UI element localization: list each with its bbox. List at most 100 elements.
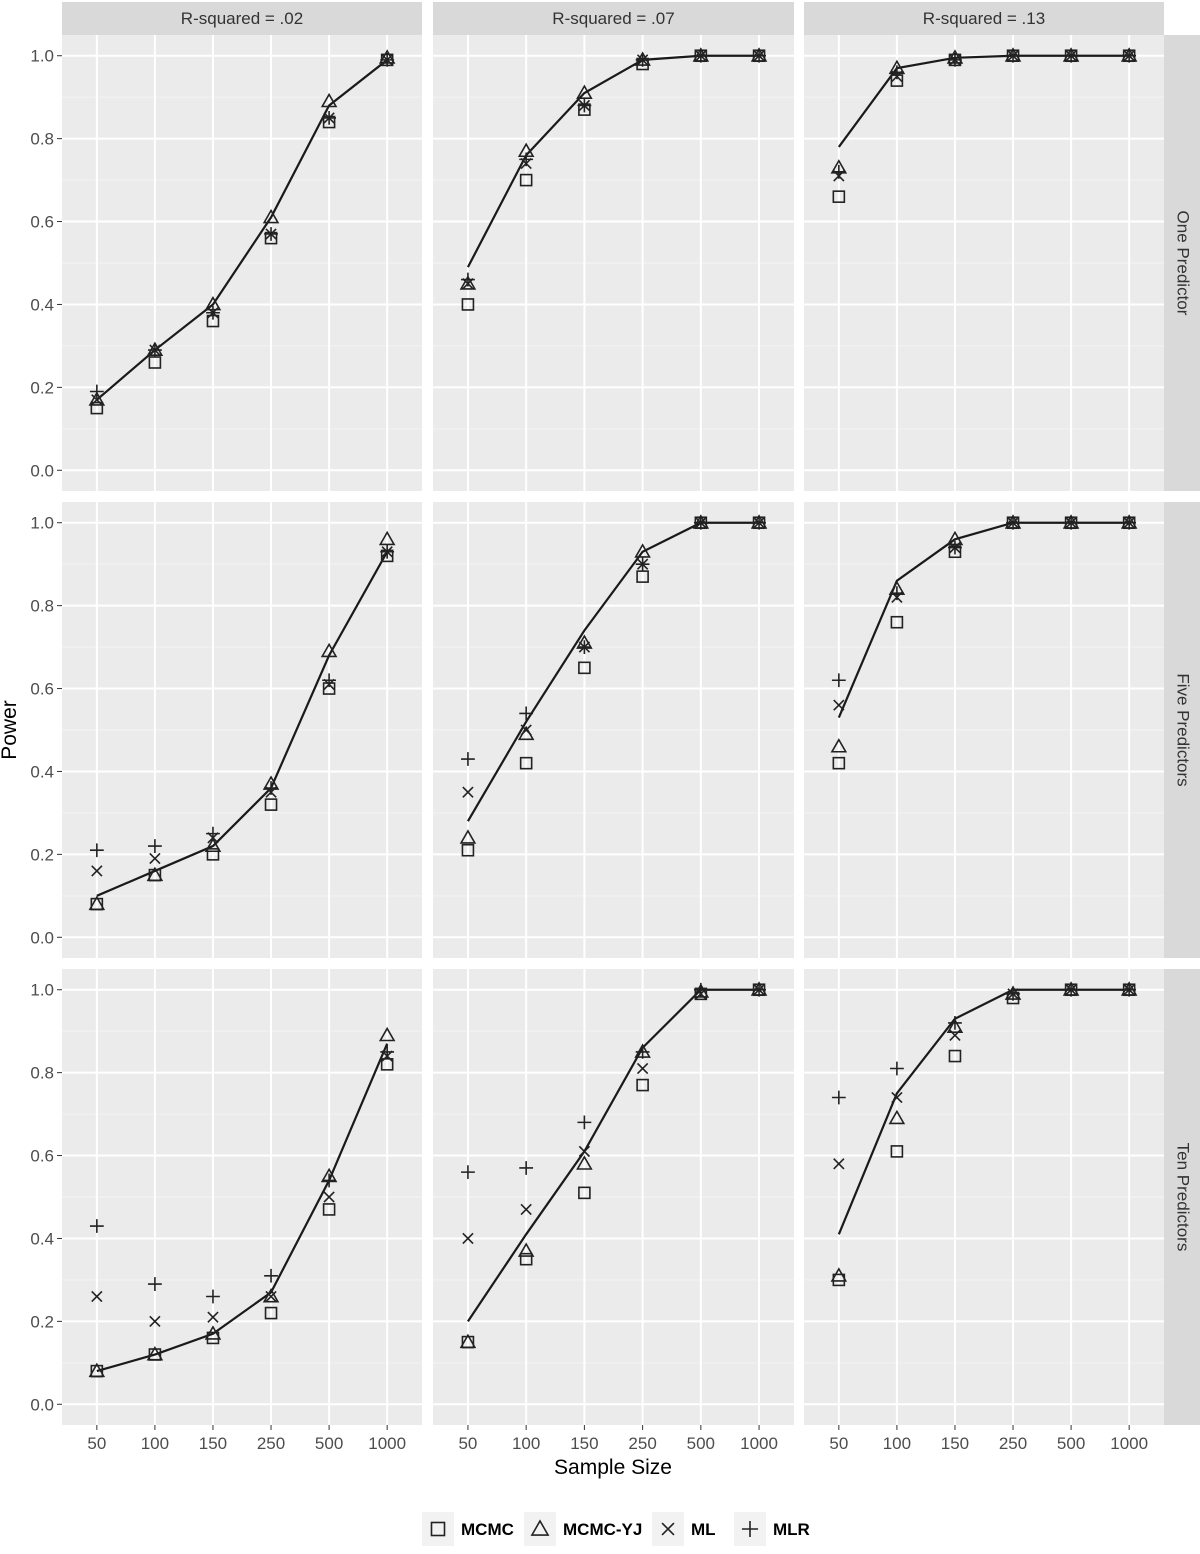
point-mlr <box>635 557 650 572</box>
point-ml <box>833 1158 845 1170</box>
point-ml <box>949 1029 961 1041</box>
point-mcmc <box>90 401 104 415</box>
point-mcmc <box>578 661 591 675</box>
point-mlr <box>461 752 475 766</box>
power-line-ten-predictors-r-squared-07 <box>467 988 760 1322</box>
legend-key-mcmc-yj <box>530 1519 550 1536</box>
power-line-ten-predictors-r-squared-02 <box>96 1043 389 1373</box>
x-tick-label: 150 <box>199 1434 227 1453</box>
y-tick-label: 0.0 <box>30 461 54 480</box>
point-ml <box>91 865 103 877</box>
point-mlr <box>577 1115 592 1130</box>
y-tick-label: 0.2 <box>30 378 54 397</box>
x-tick-label: 1000 <box>1110 1434 1148 1453</box>
point-mcmc-yj <box>830 1267 848 1282</box>
power-line-five-predictors-r-squared-07 <box>466 521 760 822</box>
row-strip-label: Ten Predictors <box>1174 1143 1193 1252</box>
point-mcmc-yj <box>146 866 164 882</box>
power-line-ten-predictors-r-squared-13 <box>837 988 1130 1235</box>
point-mlr <box>693 515 708 530</box>
point-mcmc <box>380 1058 394 1071</box>
point-mlr <box>1064 515 1078 530</box>
x-tick-label: 50 <box>87 1434 106 1453</box>
point-mcmc <box>890 1145 904 1158</box>
point-mlr <box>519 1161 534 1175</box>
point-mcmc-yj <box>262 208 280 224</box>
y-tick-label: 0.0 <box>30 928 54 947</box>
point-ml <box>520 1203 532 1216</box>
row-strip-five-predictors <box>1164 502 1200 958</box>
column-strip-label: R-squared = .13 <box>923 9 1045 28</box>
point-mlr <box>322 673 336 688</box>
point-mlr <box>1122 982 1137 997</box>
point-ml <box>149 1315 161 1328</box>
x-axis-title: Sample Size <box>554 1456 672 1479</box>
x-tick-label: 500 <box>315 1434 343 1453</box>
point-mlr <box>89 843 104 858</box>
point-mlr <box>1006 515 1020 530</box>
y-tick-label: 1.0 <box>30 514 54 533</box>
point-mlr <box>831 164 846 179</box>
point-mlr <box>519 706 534 721</box>
point-mlr <box>89 1219 104 1233</box>
point-ml <box>578 1145 591 1158</box>
point-mlr <box>577 98 592 113</box>
point-mcmc <box>519 173 533 187</box>
point-mlr <box>264 1268 278 1283</box>
point-mlr <box>752 48 766 63</box>
x-tick-label: 100 <box>883 1434 911 1453</box>
point-mcmc-yj <box>459 1333 477 1349</box>
point-mlr <box>1064 982 1078 997</box>
point-ml <box>462 786 474 798</box>
point-mcmc-yj <box>146 1346 164 1361</box>
legend-label-mcmc-yj: MCMC-YJ <box>563 1520 642 1539</box>
point-mcmc-yj <box>576 1155 593 1170</box>
point-mlr <box>206 305 220 320</box>
point-mcmc-yj <box>262 1287 280 1303</box>
point-mlr <box>322 1173 336 1188</box>
point-mcmc <box>264 798 278 811</box>
point-mcmc <box>519 756 533 770</box>
point-mcmc <box>832 190 846 203</box>
point-mcmc-yj <box>320 92 338 108</box>
point-mcmc-yj <box>576 84 593 100</box>
point-mcmc-yj <box>378 530 396 546</box>
legend-key-ml <box>661 1522 675 1536</box>
point-mcmc-yj <box>517 1242 535 1257</box>
x-tick-label: 250 <box>999 1434 1027 1453</box>
point-mcmc <box>578 1186 591 1200</box>
point-mlr <box>380 52 395 67</box>
point-mcmc-yj <box>830 738 848 753</box>
point-mcmc-yj <box>204 1325 222 1340</box>
x-tick-label: 50 <box>458 1434 477 1453</box>
column-strip-label: R-squared = .02 <box>181 9 303 28</box>
legend-key-background <box>422 1512 454 1546</box>
point-mlr <box>206 826 220 841</box>
point-mcmc <box>206 848 220 861</box>
point-mlr <box>948 52 962 67</box>
point-mcmc-yj <box>378 1026 396 1042</box>
point-mcmc-yj <box>634 543 651 558</box>
point-mlr <box>264 227 278 241</box>
point-ml <box>91 394 103 406</box>
point-mcmc-yj <box>946 1018 964 1034</box>
x-tick-label: 100 <box>141 1434 169 1453</box>
point-mcmc <box>890 615 904 629</box>
x-tick-label: 1000 <box>368 1434 406 1453</box>
point-mcmc <box>832 756 846 770</box>
x-tick-label: 100 <box>512 1434 540 1453</box>
point-mlr <box>519 152 534 167</box>
point-mlr <box>380 544 395 559</box>
point-mcmc <box>264 1306 278 1320</box>
x-tick-label: 250 <box>257 1434 285 1453</box>
point-mlr <box>461 272 475 287</box>
legend-label-ml: ML <box>691 1520 716 1539</box>
row-strip-ten-predictors <box>1164 969 1200 1425</box>
x-tick-label: 1000 <box>740 1434 778 1453</box>
point-mlr <box>752 982 766 997</box>
point-mlr <box>831 1090 846 1105</box>
y-tick-label: 0.6 <box>30 680 54 699</box>
point-mlr <box>1122 48 1137 63</box>
point-mlr <box>148 839 162 853</box>
